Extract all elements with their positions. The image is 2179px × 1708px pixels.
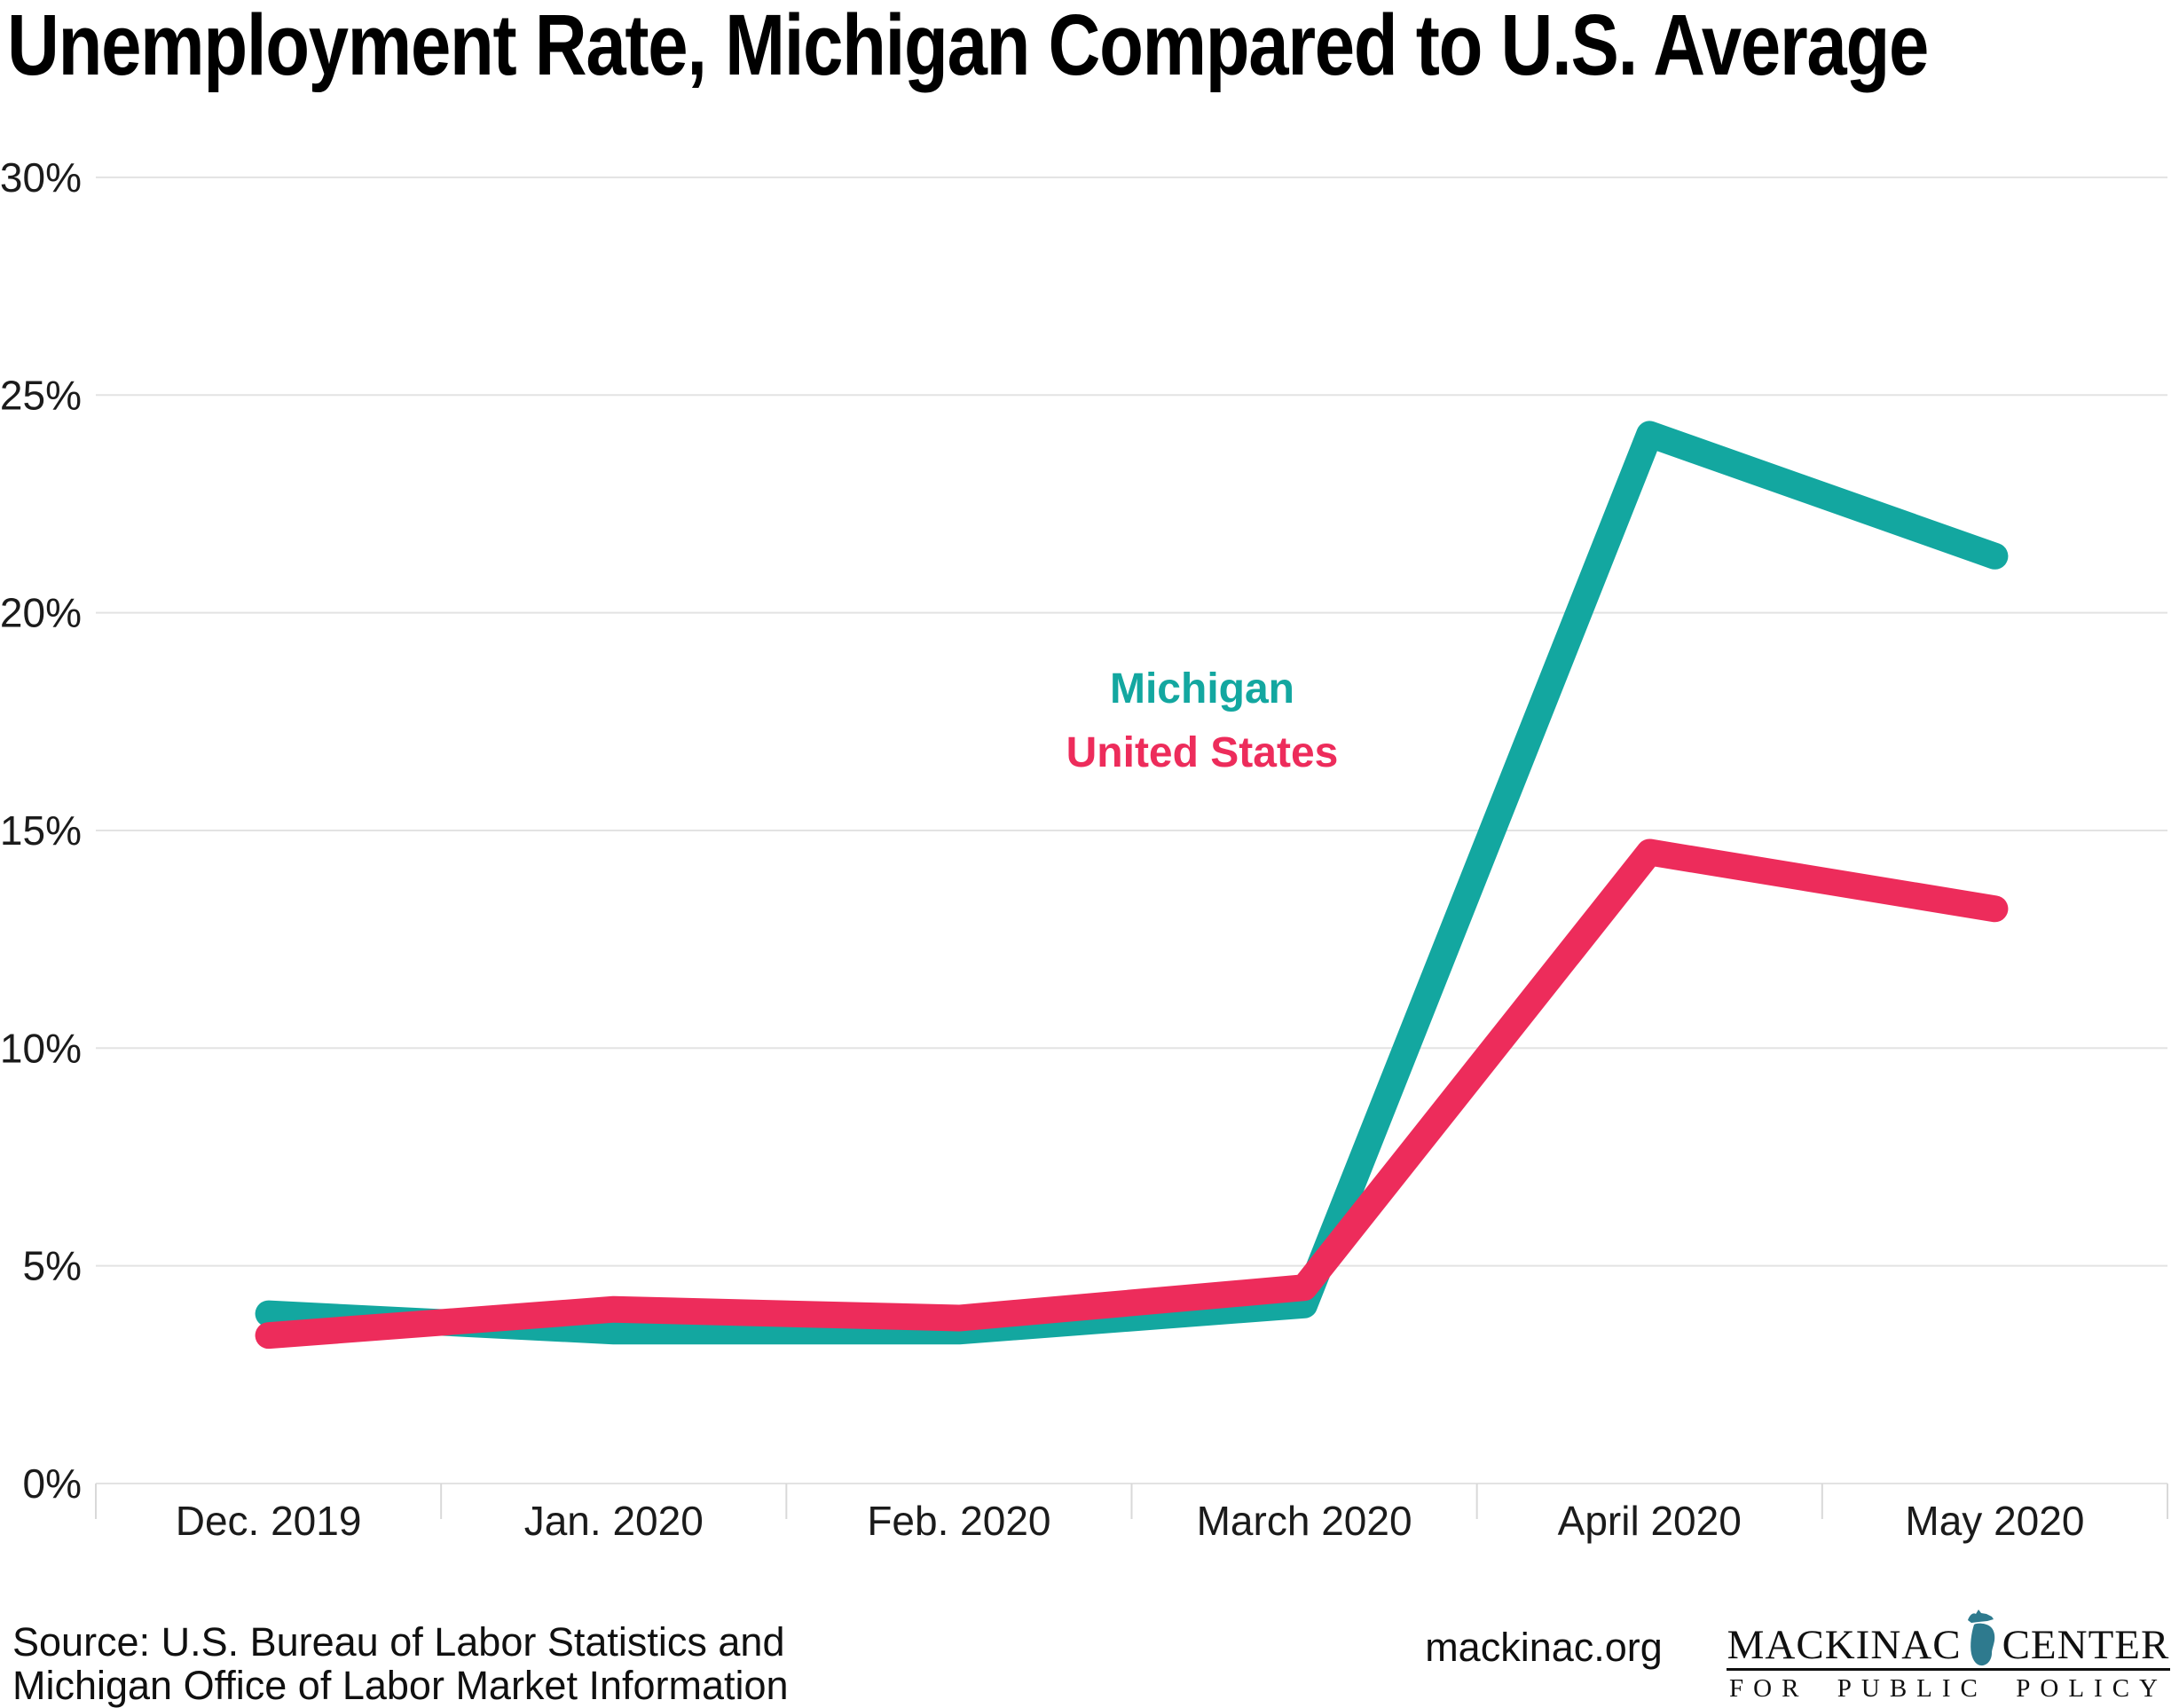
x-axis-tick-label: Feb. 2020 [867,1498,1050,1544]
website-url: mackinac.org [1425,1625,1663,1670]
x-axis-tick-label: Dec. 2019 [176,1498,362,1544]
y-axis-tick-label: 25% [0,372,82,418]
logo-divider [1727,1668,2170,1671]
source-note-line2: Michigan Office of Labor Market Informat… [12,1663,789,1708]
logo-name-row: MACKINAC CENTER [1727,1602,2170,1666]
chart-title: Unemployment Rate, Michigan Compared to … [7,0,1929,93]
logo-tagline: FOR PUBLIC POLICY [1727,1674,2170,1704]
michigan-map-icon [1967,1610,1994,1666]
logo-tagline-word: POLICY [2016,1674,2167,1703]
line-michigan [255,421,2009,1345]
source-note: Source: U.S. Bureau of Labor Statistics … [12,1620,789,1707]
legend-label-michigan: Michigan [1109,665,1294,712]
mackinac-center-logo: MACKINAC CENTER FOR PUBLIC POLICY [1727,1602,2170,1704]
source-note-line1: Source: U.S. Bureau of Labor Statistics … [12,1619,785,1665]
x-axis-tick-label: March 2020 [1197,1498,1412,1544]
line-united-states [255,838,2009,1350]
x-axis-tick-label: May 2020 [1905,1498,2084,1544]
legend-label-united-states: United States [1066,729,1339,776]
y-axis-tick-label: 15% [0,807,82,854]
y-axis-tick-label: 10% [0,1025,82,1071]
logo-tagline-word: FOR [1729,1674,1809,1703]
y-axis-tick-label: 20% [0,590,82,636]
x-axis-tick-label: Jan. 2020 [524,1498,704,1544]
y-axis-tick-label: 0% [23,1460,82,1507]
logo-name-left: MACKINAC [1727,1622,1962,1668]
logo-tagline-word: PUBLIC [1837,1674,1987,1703]
logo-name-right: CENTER [2002,1622,2170,1668]
chart-legend: Michigan United States [976,657,1428,785]
x-axis-tick-label: April 2020 [1558,1498,1742,1544]
y-axis-tick-label: 30% [0,154,82,201]
y-axis-tick-label: 5% [23,1243,82,1289]
